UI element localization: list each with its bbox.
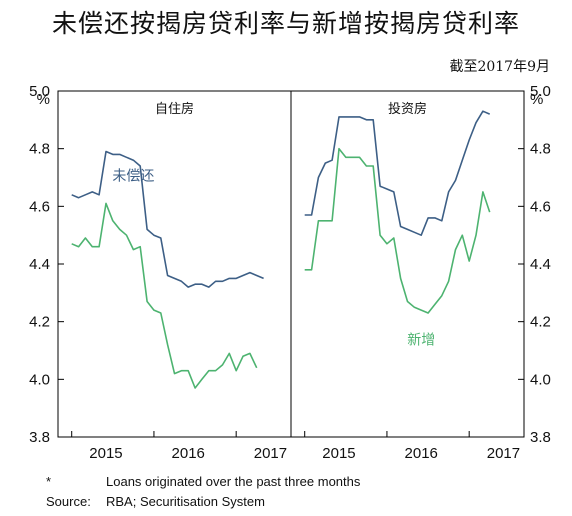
y-tick-label-left: 4.2 (29, 314, 50, 331)
y-tick-label-right: 4.0 (530, 371, 551, 388)
as-of-date: 截至2017年9月 (449, 59, 550, 75)
x-tick-label: 2015 (89, 445, 122, 462)
series-annotation: 新增 (407, 333, 435, 349)
x-tick-label: 2015 (322, 445, 355, 462)
panel-title: 投资房 (388, 101, 427, 117)
y-tick-label-right: 4.4 (530, 256, 551, 273)
y-tick-label-right: 4.8 (530, 141, 551, 158)
panel-title: 自住房 (155, 101, 194, 117)
y-tick-label-left: 4.8 (29, 141, 50, 158)
y-tick-label-right: 4.6 (530, 198, 551, 215)
footnote-source: Source: RBA; Securitisation System (46, 494, 265, 509)
y-tick-label-left: 3.8 (29, 429, 50, 446)
series-line-new (304, 147, 491, 314)
y-tick-label-right: 5.0 (530, 83, 551, 100)
x-tick-label: 2017 (487, 445, 520, 462)
series-annotation: 未偿还 (112, 168, 154, 184)
y-unit-label-right: % (530, 91, 543, 108)
x-tick-label: 2017 (254, 445, 287, 462)
y-tick-label-right: 3.8 (530, 429, 551, 446)
y-unit-label-left: % (37, 91, 50, 108)
footnote-source-key: Source: (46, 494, 91, 509)
y-tick-label-right: 4.2 (530, 314, 551, 331)
y-tick-label-left: 4.0 (29, 371, 50, 388)
footnote-star-text: Loans originated over the past three mon… (106, 474, 361, 489)
series-line-outstanding (71, 150, 264, 288)
y-tick-label-left: 5.0 (29, 83, 50, 100)
x-tick-label: 2016 (405, 445, 438, 462)
page-title: 未偿还按揭房贷利率与新增按揭房贷利率 (51, 9, 520, 38)
chart-layer: 3.8 3.8 4.0 4.0 4.2 4.2 4.4 4.4 4.6 4.6 4.8 4.8 5.0 5… (29, 83, 551, 462)
y-tick-label-left: 4.6 (29, 198, 50, 215)
series-line-outstanding (304, 110, 491, 236)
footnote-star-key: * (46, 474, 52, 489)
x-tick-label: 2016 (172, 445, 205, 462)
footnote-star: * Loans originated over the past three mo… (46, 474, 360, 489)
y-tick-label-left: 4.4 (29, 256, 50, 273)
footnote-source-text: RBA; Securitisation System (106, 494, 265, 509)
series-line-new (71, 202, 258, 389)
